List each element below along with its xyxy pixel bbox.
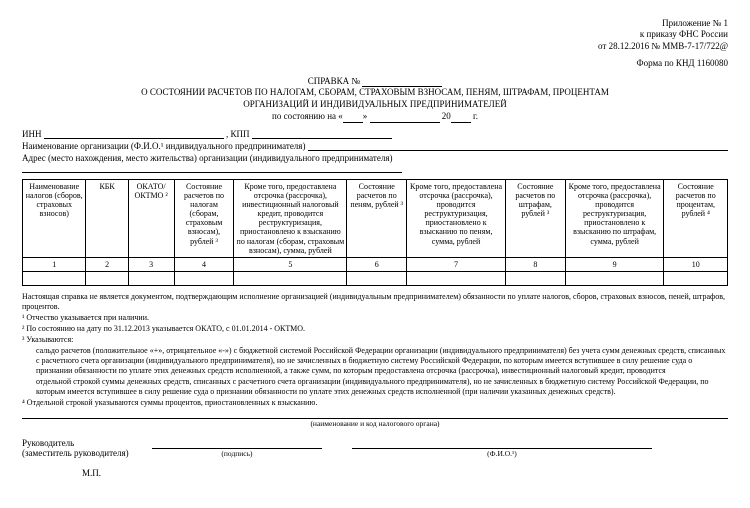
org-name-blank: [308, 141, 728, 151]
address-blank: [22, 163, 402, 173]
note-intro: Настоящая справка не является документом…: [22, 292, 728, 312]
sign-caption: (подпись): [221, 449, 252, 458]
col-number: 2: [86, 258, 128, 272]
form-code: Форма по КНД 1160080: [22, 58, 728, 68]
note-1: ¹ Отчество указывается при наличии.: [22, 313, 728, 323]
header-line2: к приказу ФНС России: [22, 29, 728, 40]
data-cell: [664, 272, 728, 286]
day-blank: [343, 113, 363, 123]
col-header: Кроме того, предоставлена отсрочка (расс…: [234, 179, 347, 258]
year-blank: [451, 113, 471, 123]
data-cell: [347, 272, 407, 286]
col-header: Состояние расчетов по процентам, рублей …: [664, 179, 728, 258]
header-attachment: Приложение № 1 к приказу ФНС России от 2…: [22, 18, 728, 52]
data-cell: [174, 272, 234, 286]
as-of-suffix: г.: [473, 111, 478, 121]
col-number: 1: [23, 258, 86, 272]
data-cell: [505, 272, 565, 286]
org-name-label: Наименование организации (Ф.И.О.¹ индиви…: [22, 141, 305, 151]
role-line2: (заместитель руководителя): [22, 448, 152, 458]
as-of-prefix: по состоянию на «: [272, 111, 343, 121]
as-of-mid: »: [363, 111, 368, 121]
col-header: Кроме того, предоставлена отсрочка (расс…: [407, 179, 506, 258]
col-header: Состояние расчетов по налогам (сборам, с…: [174, 179, 234, 258]
col-number: 3: [128, 258, 174, 272]
col-header: Состояние расчетов по пеням, рублей ³: [347, 179, 407, 258]
year-prefix: 20: [442, 111, 451, 121]
fio-caption: (Ф.И.О.¹): [487, 449, 517, 458]
data-cell: [128, 272, 174, 286]
signature-area: Руководитель (заместитель руководителя) …: [22, 438, 728, 478]
title-line3: ОРГАНИЗАЦИЙ И ИНДИВИДУАЛЬНЫХ ПРЕДПРИНИМА…: [22, 99, 728, 111]
col-header: Наименование налогов (сборов, страховых …: [23, 179, 86, 258]
org-name-row: Наименование организации (Ф.И.О.¹ индиви…: [22, 141, 728, 151]
header-line3: от 28.12.2016 № ММВ-7-17/722@: [22, 41, 728, 52]
main-table: Наименование налогов (сборов, страховых …: [22, 179, 728, 287]
header-row: Наименование налогов (сборов, страховых …: [23, 179, 728, 258]
address-label: Адрес (место нахождения, место жительств…: [22, 153, 392, 163]
number-row: 12345678910: [23, 258, 728, 272]
col-number: 4: [174, 258, 234, 272]
col-number: 7: [407, 258, 506, 272]
col-number: 10: [664, 258, 728, 272]
data-row: [23, 272, 728, 286]
col-header: КБК: [86, 179, 128, 258]
data-cell: [86, 272, 128, 286]
kpp-blank: [252, 129, 392, 139]
col-number: 8: [505, 258, 565, 272]
col-header: Состояние расчетов по штрафам, рублей ³: [505, 179, 565, 258]
title-line1: СПРАВКА №: [308, 76, 360, 86]
note-3a: ³ Указываются:: [22, 335, 728, 345]
col-header: Кроме того, предоставлена отсрочка (расс…: [565, 179, 664, 258]
data-cell: [407, 272, 506, 286]
sign-line: (подпись): [152, 448, 322, 458]
tax-authority-caption: (наименование и код налогового органа): [310, 419, 439, 428]
data-cell: [234, 272, 347, 286]
title-line2: О СОСТОЯНИИ РАСЧЕТОВ ПО НАЛОГАМ, СБОРАМ,…: [22, 87, 728, 99]
col-number: 5: [234, 258, 347, 272]
cert-number-blank: [362, 77, 442, 87]
inn-label: ИНН: [22, 129, 42, 139]
col-header: ОКАТО/ ОКТМО ²: [128, 179, 174, 258]
title-block: СПРАВКА № О СОСТОЯНИИ РАСЧЕТОВ ПО НАЛОГА…: [22, 76, 728, 123]
note-3b: сальдо расчетов (положительное «+», отри…: [22, 346, 728, 376]
note-3c: отдельной строкой суммы денежных средств…: [22, 377, 728, 397]
fio-line: (Ф.И.О.¹): [352, 448, 652, 458]
address-row: Адрес (место нахождения, место жительств…: [22, 153, 728, 173]
inn-kpp-row: ИНН , КПП: [22, 129, 728, 139]
tax-authority-line: (наименование и код налогового органа): [22, 418, 728, 428]
kpp-label: , КПП: [226, 129, 250, 139]
inn-blank: [44, 129, 224, 139]
data-cell: [565, 272, 664, 286]
role-line1: Руководитель: [22, 438, 74, 448]
stamp-mp: М.П.: [82, 468, 728, 478]
col-number: 9: [565, 258, 664, 272]
as-of-line: по состоянию на « » 20 г.: [22, 111, 728, 123]
data-cell: [23, 272, 86, 286]
note-2: ² По состоянию на дату по 31.12.2013 ука…: [22, 324, 728, 334]
col-number: 6: [347, 258, 407, 272]
month-blank: [370, 113, 440, 123]
header-line1: Приложение № 1: [22, 18, 728, 29]
note-4: ⁴ Отдельной строкой указываются суммы пр…: [22, 398, 728, 408]
notes-block: Настоящая справка не является документом…: [22, 292, 728, 408]
